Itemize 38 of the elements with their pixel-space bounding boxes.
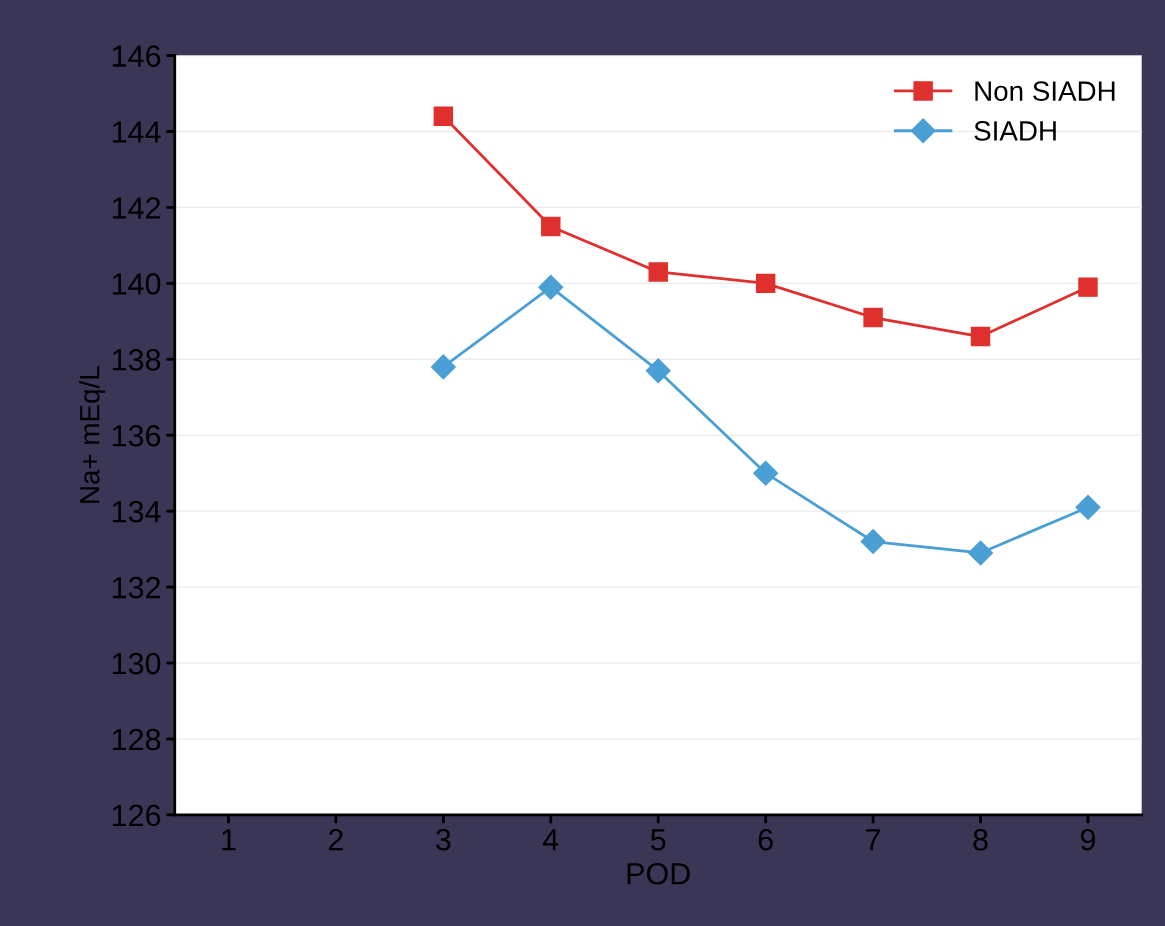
y-tick-label: 128 [112, 728, 161, 751]
legend-label: Non SIADH [975, 81, 1115, 101]
x-tick-label: 8 [973, 828, 988, 851]
point [970, 326, 991, 347]
point [753, 460, 779, 486]
y-tick-label: 140 [112, 273, 161, 295]
x-tick-label: 5 [650, 829, 666, 851]
y-tick-label: 126 [112, 804, 161, 827]
legend-label: SIADH [974, 121, 1056, 141]
y-axis-title: Na+ mEq/L [79, 366, 106, 503]
x-tick-label: 2 [328, 828, 343, 851]
point [433, 106, 454, 127]
y-tick-label: 138 [112, 349, 161, 371]
point [1078, 277, 1098, 297]
x-tick-label: 3 [436, 828, 451, 851]
point [538, 274, 564, 300]
point [968, 540, 994, 566]
y-tick-label: 142 [112, 197, 161, 219]
y-tick-label: 132 [112, 576, 161, 599]
point [648, 262, 668, 282]
y-tick-label: 134 [112, 500, 161, 523]
point [1075, 494, 1101, 520]
point [541, 216, 561, 237]
point [755, 273, 776, 294]
x-tick-label: 1 [222, 829, 236, 851]
x-tick-label: 4 [542, 829, 559, 851]
y-tick-label: 136 [112, 424, 161, 447]
point [860, 529, 886, 555]
point [863, 307, 883, 328]
point [430, 354, 456, 380]
x-tick-label: 7 [866, 829, 881, 851]
x-axis-title: POD [627, 862, 690, 885]
y-tick-label: 144 [112, 121, 161, 143]
y-tick-label: 146 [112, 45, 161, 67]
x-tick-label: 6 [758, 828, 773, 851]
x-tick-label: 9 [1080, 828, 1096, 851]
point [645, 358, 671, 384]
y-tick-label: 130 [112, 652, 161, 675]
